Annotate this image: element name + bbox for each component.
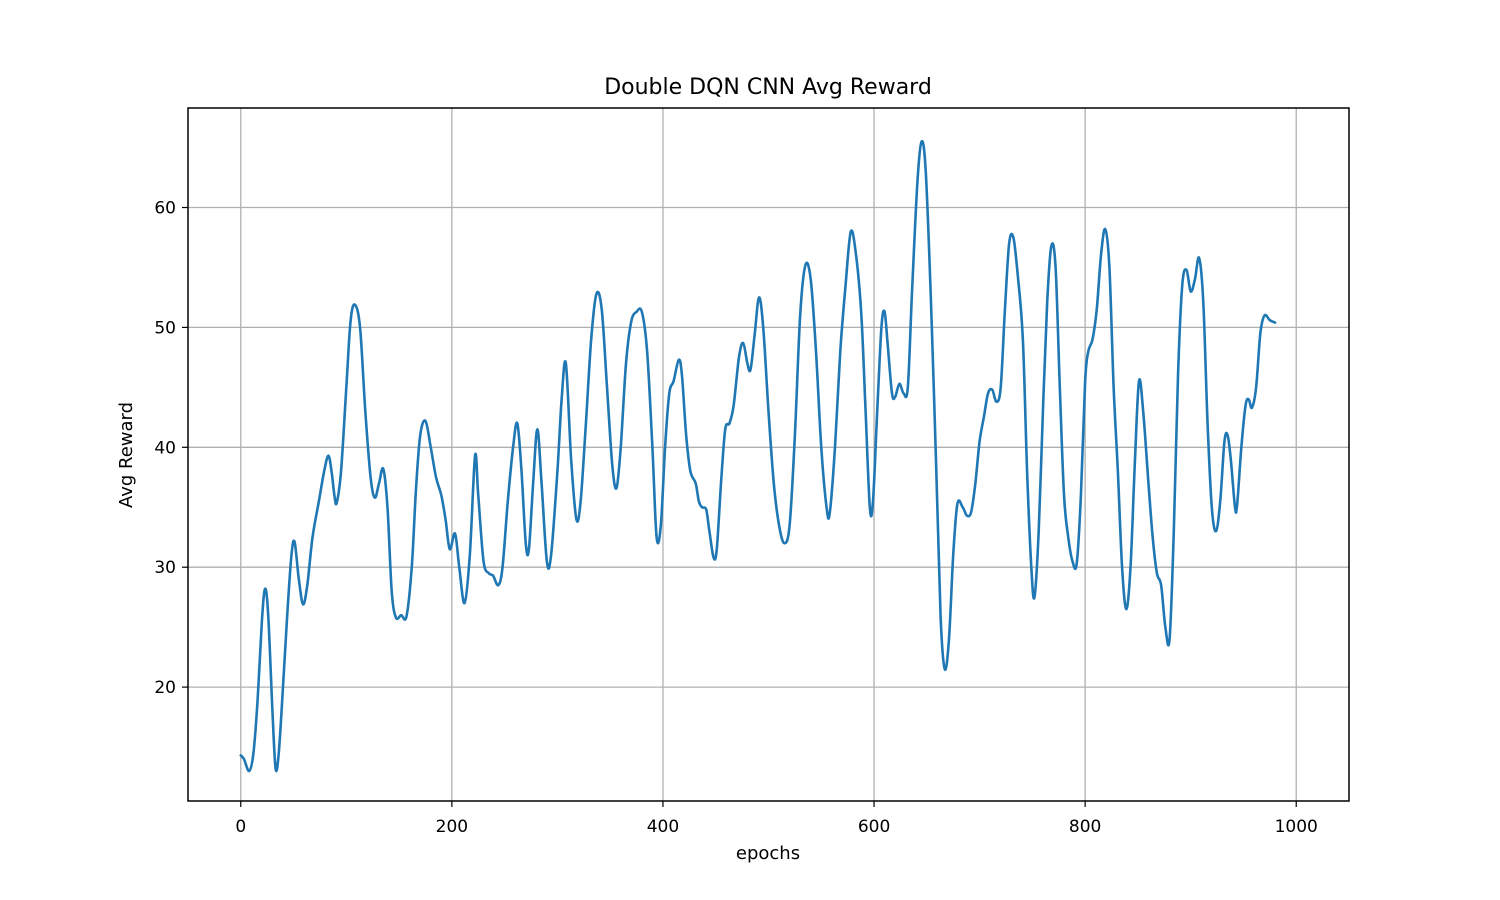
axis-ticks: 0 200 400 600 800 1000 20 30 40 50 60	[154, 199, 1318, 837]
x-tick-label: 800	[1069, 817, 1101, 837]
grid	[188, 108, 1349, 801]
series-layer	[239, 139, 1277, 773]
y-tick-label: 20	[154, 678, 176, 698]
y-tick-label: 40	[154, 438, 176, 458]
x-tick-label: 1000	[1275, 817, 1318, 837]
x-tick-label: 0	[235, 817, 246, 837]
chart-title: Double DQN CNN Avg Reward	[604, 75, 932, 100]
y-tick-label: 50	[154, 318, 176, 338]
series-line	[239, 139, 1277, 773]
x-tick-label: 600	[858, 817, 890, 837]
x-axis-title: epochs	[736, 843, 800, 864]
x-tick-label: 200	[436, 817, 468, 837]
x-tick-label: 400	[647, 817, 679, 837]
y-tick-label: 60	[154, 199, 176, 219]
y-axis-title: Avg Reward	[116, 402, 137, 508]
y-tick-label: 30	[154, 558, 176, 578]
plot-frame	[187, 107, 1350, 802]
